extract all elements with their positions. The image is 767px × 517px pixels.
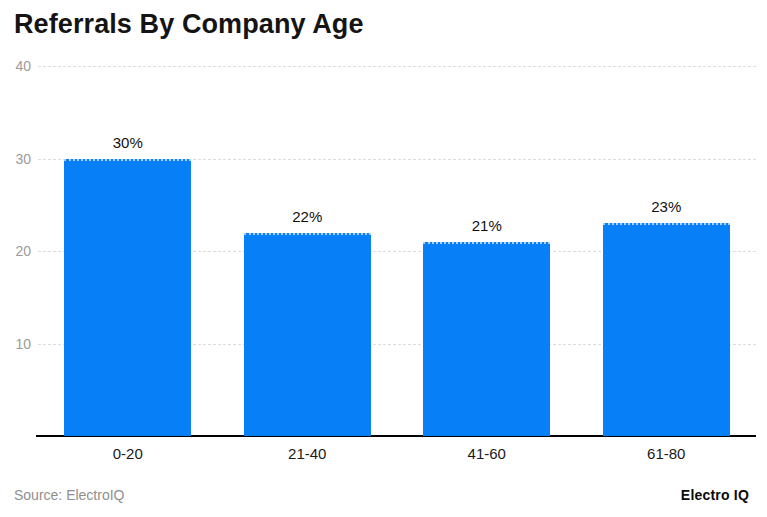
y-tick-label-40: 40 <box>0 58 31 74</box>
x-category-label-61-80: 61-80 <box>577 444 757 464</box>
y-tick-label-20: 20 <box>0 243 31 259</box>
source-note: Source: ElectroIQ <box>14 487 125 503</box>
bar-chart-plot-area: 4030201030%0-2022%21-4021%41-6023%61-80 <box>0 0 767 460</box>
bar-value-label-21-40: 22% <box>244 207 371 227</box>
y-tick-label-30: 30 <box>0 151 31 167</box>
gridline-40 <box>38 66 756 67</box>
bar-value-label-0-20: 30% <box>64 133 191 153</box>
x-category-label-21-40: 21-40 <box>218 444 398 464</box>
bar-value-label-61-80: 23% <box>603 197 730 217</box>
bar-41-60 <box>423 242 550 436</box>
y-tick-label-10: 10 <box>0 336 31 352</box>
bar-value-label-41-60: 21% <box>423 216 550 236</box>
bar-21-40 <box>244 233 371 437</box>
bar-0-20 <box>64 159 191 437</box>
brand-logo: Electro IQ <box>681 487 749 503</box>
chart-page: Referrals By Company Age 4030201030%0-20… <box>0 0 767 517</box>
bar-61-80 <box>603 223 730 436</box>
x-category-label-41-60: 41-60 <box>397 444 577 464</box>
x-category-label-0-20: 0-20 <box>38 444 218 464</box>
